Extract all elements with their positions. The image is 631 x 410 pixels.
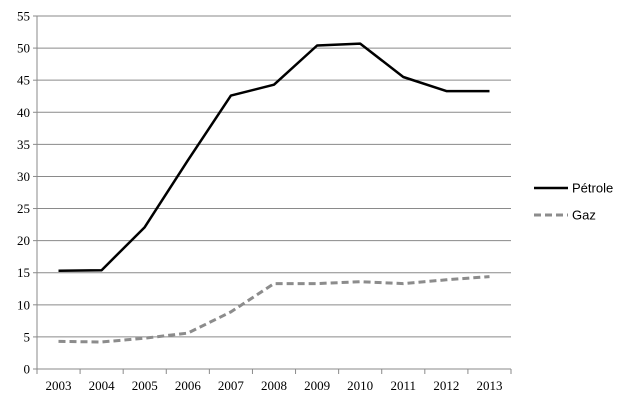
series-lines (58, 42, 490, 344)
y-tick-label: 10 (17, 297, 30, 312)
y-tick-label: 55 (17, 9, 30, 24)
y-tick-label: 5 (24, 329, 31, 344)
x-tick-label: 2009 (304, 378, 330, 393)
y-tick-label: 35 (17, 137, 30, 152)
y-tick-label: 25 (17, 201, 30, 216)
x-tick-label: 2011 (391, 378, 417, 393)
gridlines (37, 15, 511, 338)
y-tick-label: 0 (24, 362, 31, 377)
x-tick-label: 2012 (433, 378, 459, 393)
x-tick-label: 2013 (476, 378, 502, 393)
x-tick-label: 2007 (218, 378, 245, 393)
x-tick-label: 2006 (175, 378, 202, 393)
x-tick-label: 2005 (132, 378, 158, 393)
x-tick-label: 2010 (347, 378, 373, 393)
y-tick-label: 40 (17, 105, 30, 120)
x-tick-label: 2004 (89, 378, 116, 393)
x-tick-label: 2008 (261, 378, 287, 393)
series-line-gaz (58, 275, 490, 344)
legend: Pétrole Gaz (534, 181, 613, 223)
y-tick-label: 30 (17, 169, 30, 184)
y-tick-label: 50 (17, 41, 30, 56)
legend-label: Gaz (572, 208, 596, 223)
y-tick-label: 15 (17, 265, 30, 280)
series-line-petrole (58, 42, 490, 273)
y-tick-label: 20 (17, 233, 30, 248)
x-tick-label: 2003 (46, 378, 72, 393)
y-tick-label: 45 (17, 73, 30, 88)
legend-label: Pétrole (572, 181, 613, 196)
axes: 0 5 10 15 20 25 30 35 40 45 50 55 2003 2004 2005 2006 20… (17, 9, 512, 393)
